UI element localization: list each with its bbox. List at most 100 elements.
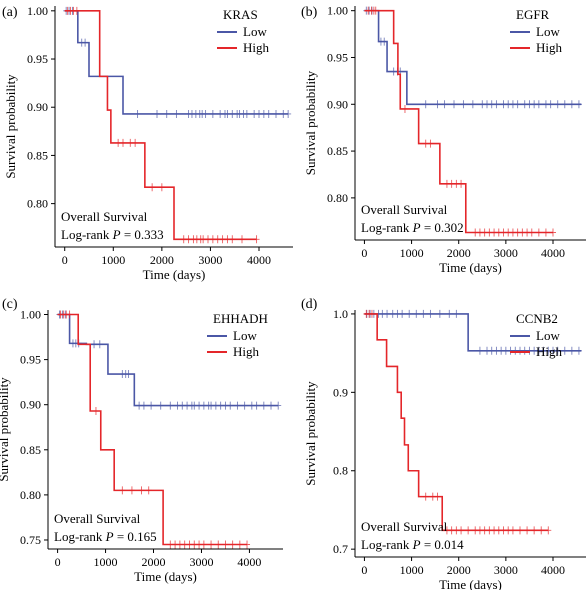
censor-mark-high [524, 526, 531, 535]
censor-mark-low [384, 309, 391, 318]
censor-mark-high [528, 228, 535, 237]
censor-mark-low [234, 401, 241, 410]
censor-mark-low [273, 109, 279, 118]
legend-label-high: High [243, 40, 270, 55]
legend-label-high: High [233, 344, 260, 359]
censor-mark-low [575, 346, 582, 355]
panel-label: (a) [2, 5, 18, 20]
panel-label: (d) [301, 297, 318, 312]
y-tick-label: 1.00 [27, 4, 48, 18]
y-axis-title: Survival probability [3, 74, 18, 179]
y-axis-title: Survival probability [303, 381, 318, 486]
x-tick-label: 0 [62, 253, 68, 267]
x-tick-label: 3000 [494, 563, 518, 577]
y-tick-label: 0.80 [27, 197, 48, 211]
x-tick-label: 4000 [237, 555, 261, 569]
censor-mark-low [420, 309, 427, 318]
x-tick-label: 1000 [94, 555, 118, 569]
survival-curve-high [364, 9, 553, 234]
survival-curve-high [364, 313, 549, 532]
censor-mark-low [268, 401, 275, 410]
censor-mark-low [434, 100, 441, 109]
panel-label: (b) [301, 5, 318, 20]
annotation-title: Overall Survival [361, 519, 448, 534]
censor-mark-low [561, 100, 568, 109]
censor-mark-high [531, 526, 538, 535]
censor-mark-high [120, 138, 126, 147]
censor-mark-low [265, 109, 272, 118]
x-axis-title: Time (days) [143, 267, 206, 282]
censor-mark-high [222, 540, 229, 549]
legend-label-high: High [536, 344, 563, 359]
censor-mark-high [465, 526, 472, 535]
y-tick-label: 0.95 [327, 50, 348, 64]
x-tick-label: 0 [361, 246, 367, 260]
censor-mark-low [476, 346, 483, 355]
censor-mark-low [241, 401, 248, 410]
annotation-title: Overall Survival [54, 511, 141, 526]
censor-mark-low [446, 309, 453, 318]
panel-d: (d) 1.0 0.9 0.8 0.7 0 1000 2000 3000 4000 Time (da… [301, 297, 586, 590]
survival-curve-high [64, 10, 257, 241]
censor-mark-low [436, 309, 443, 318]
annotation-title: Overall Survival [361, 202, 448, 217]
x-tick-label: 2000 [447, 246, 471, 260]
censor-mark-high [401, 104, 408, 113]
survival-curve-low [364, 9, 582, 106]
y-tick-label: 1.0 [333, 307, 348, 321]
censor-mark-low [568, 346, 575, 355]
panel-a: (a) 1.00 0.95 0.90 0.85 0.80 0 1000 2000 3000 4000… [2, 4, 293, 282]
x-axis-title: Time (days) [439, 577, 502, 590]
x-tick-label: 0 [361, 563, 367, 577]
panel-b: (b) 1.00 0.95 0.90 0.85 0.80 0 1000 2000 3000 4000… [301, 4, 586, 275]
y-tick-label: 0.85 [327, 144, 348, 158]
x-axis-title: Time (days) [134, 569, 197, 584]
censor-mark-low [227, 401, 234, 410]
censor-mark-low [253, 401, 260, 410]
censor-mark-high [158, 183, 165, 192]
censor-mark-high [119, 486, 126, 495]
censor-mark-low [441, 100, 448, 109]
censor-mark-low [453, 309, 460, 318]
censor-mark-high [427, 139, 434, 148]
censor-mark-high [208, 540, 215, 549]
logrank-pvalue: Log-rank P = 0.333 [61, 227, 164, 242]
panel-label: (c) [2, 297, 18, 312]
censor-mark-high [145, 486, 152, 495]
censor-mark-high [138, 486, 145, 495]
y-tick-label: 1.00 [327, 4, 348, 18]
survival-curve-high [57, 313, 248, 546]
censor-mark-low [554, 346, 561, 355]
x-tick-label: 3000 [494, 246, 518, 260]
censor-mark-high [509, 526, 516, 535]
censor-mark-low [413, 309, 420, 318]
censor-mark-low [535, 100, 542, 109]
legend-label-low: Low [243, 24, 267, 39]
censor-mark-low [260, 401, 267, 410]
y-axis-title: Survival probability [303, 70, 318, 175]
censor-mark-low [547, 100, 554, 109]
legend-label-high: High [536, 40, 563, 55]
censor-mark-high [132, 138, 139, 147]
y-tick-label: 0.95 [20, 353, 41, 367]
censor-mark-high [253, 235, 260, 244]
censor-mark-high [236, 540, 243, 549]
panel-c: (c)1.00 0.95 0.90 0.85 0.80 0.75 0 1000 2000 3000… [0, 297, 283, 584]
logrank-pvalue: Log-rank P = 0.165 [54, 529, 157, 544]
x-tick-label: 1000 [400, 246, 424, 260]
censor-mark-low [157, 401, 164, 410]
x-tick-label: 3000 [198, 253, 222, 267]
logrank-pvalue: Log-rank P = 0.302 [361, 220, 464, 235]
censor-mark-low [173, 109, 180, 118]
censor-mark-low [163, 109, 170, 118]
survival-curve-low [64, 10, 289, 115]
censor-mark-low [125, 370, 132, 379]
censor-mark-low [422, 100, 429, 109]
censor-mark-high [92, 407, 99, 416]
censor-mark-low [82, 38, 89, 47]
y-tick-label: 0.80 [327, 191, 348, 205]
x-tick-label: 4000 [541, 246, 565, 260]
censor-mark-high [550, 228, 556, 237]
legend-label-low: Low [536, 328, 560, 343]
